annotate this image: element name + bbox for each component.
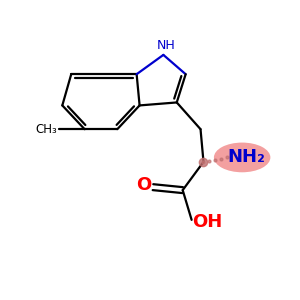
Ellipse shape bbox=[214, 142, 270, 172]
Text: CH₃: CH₃ bbox=[35, 123, 57, 136]
Text: NH: NH bbox=[157, 40, 176, 52]
Text: O: O bbox=[136, 176, 151, 194]
Text: NH₂: NH₂ bbox=[228, 148, 266, 166]
Text: OH: OH bbox=[192, 213, 222, 231]
